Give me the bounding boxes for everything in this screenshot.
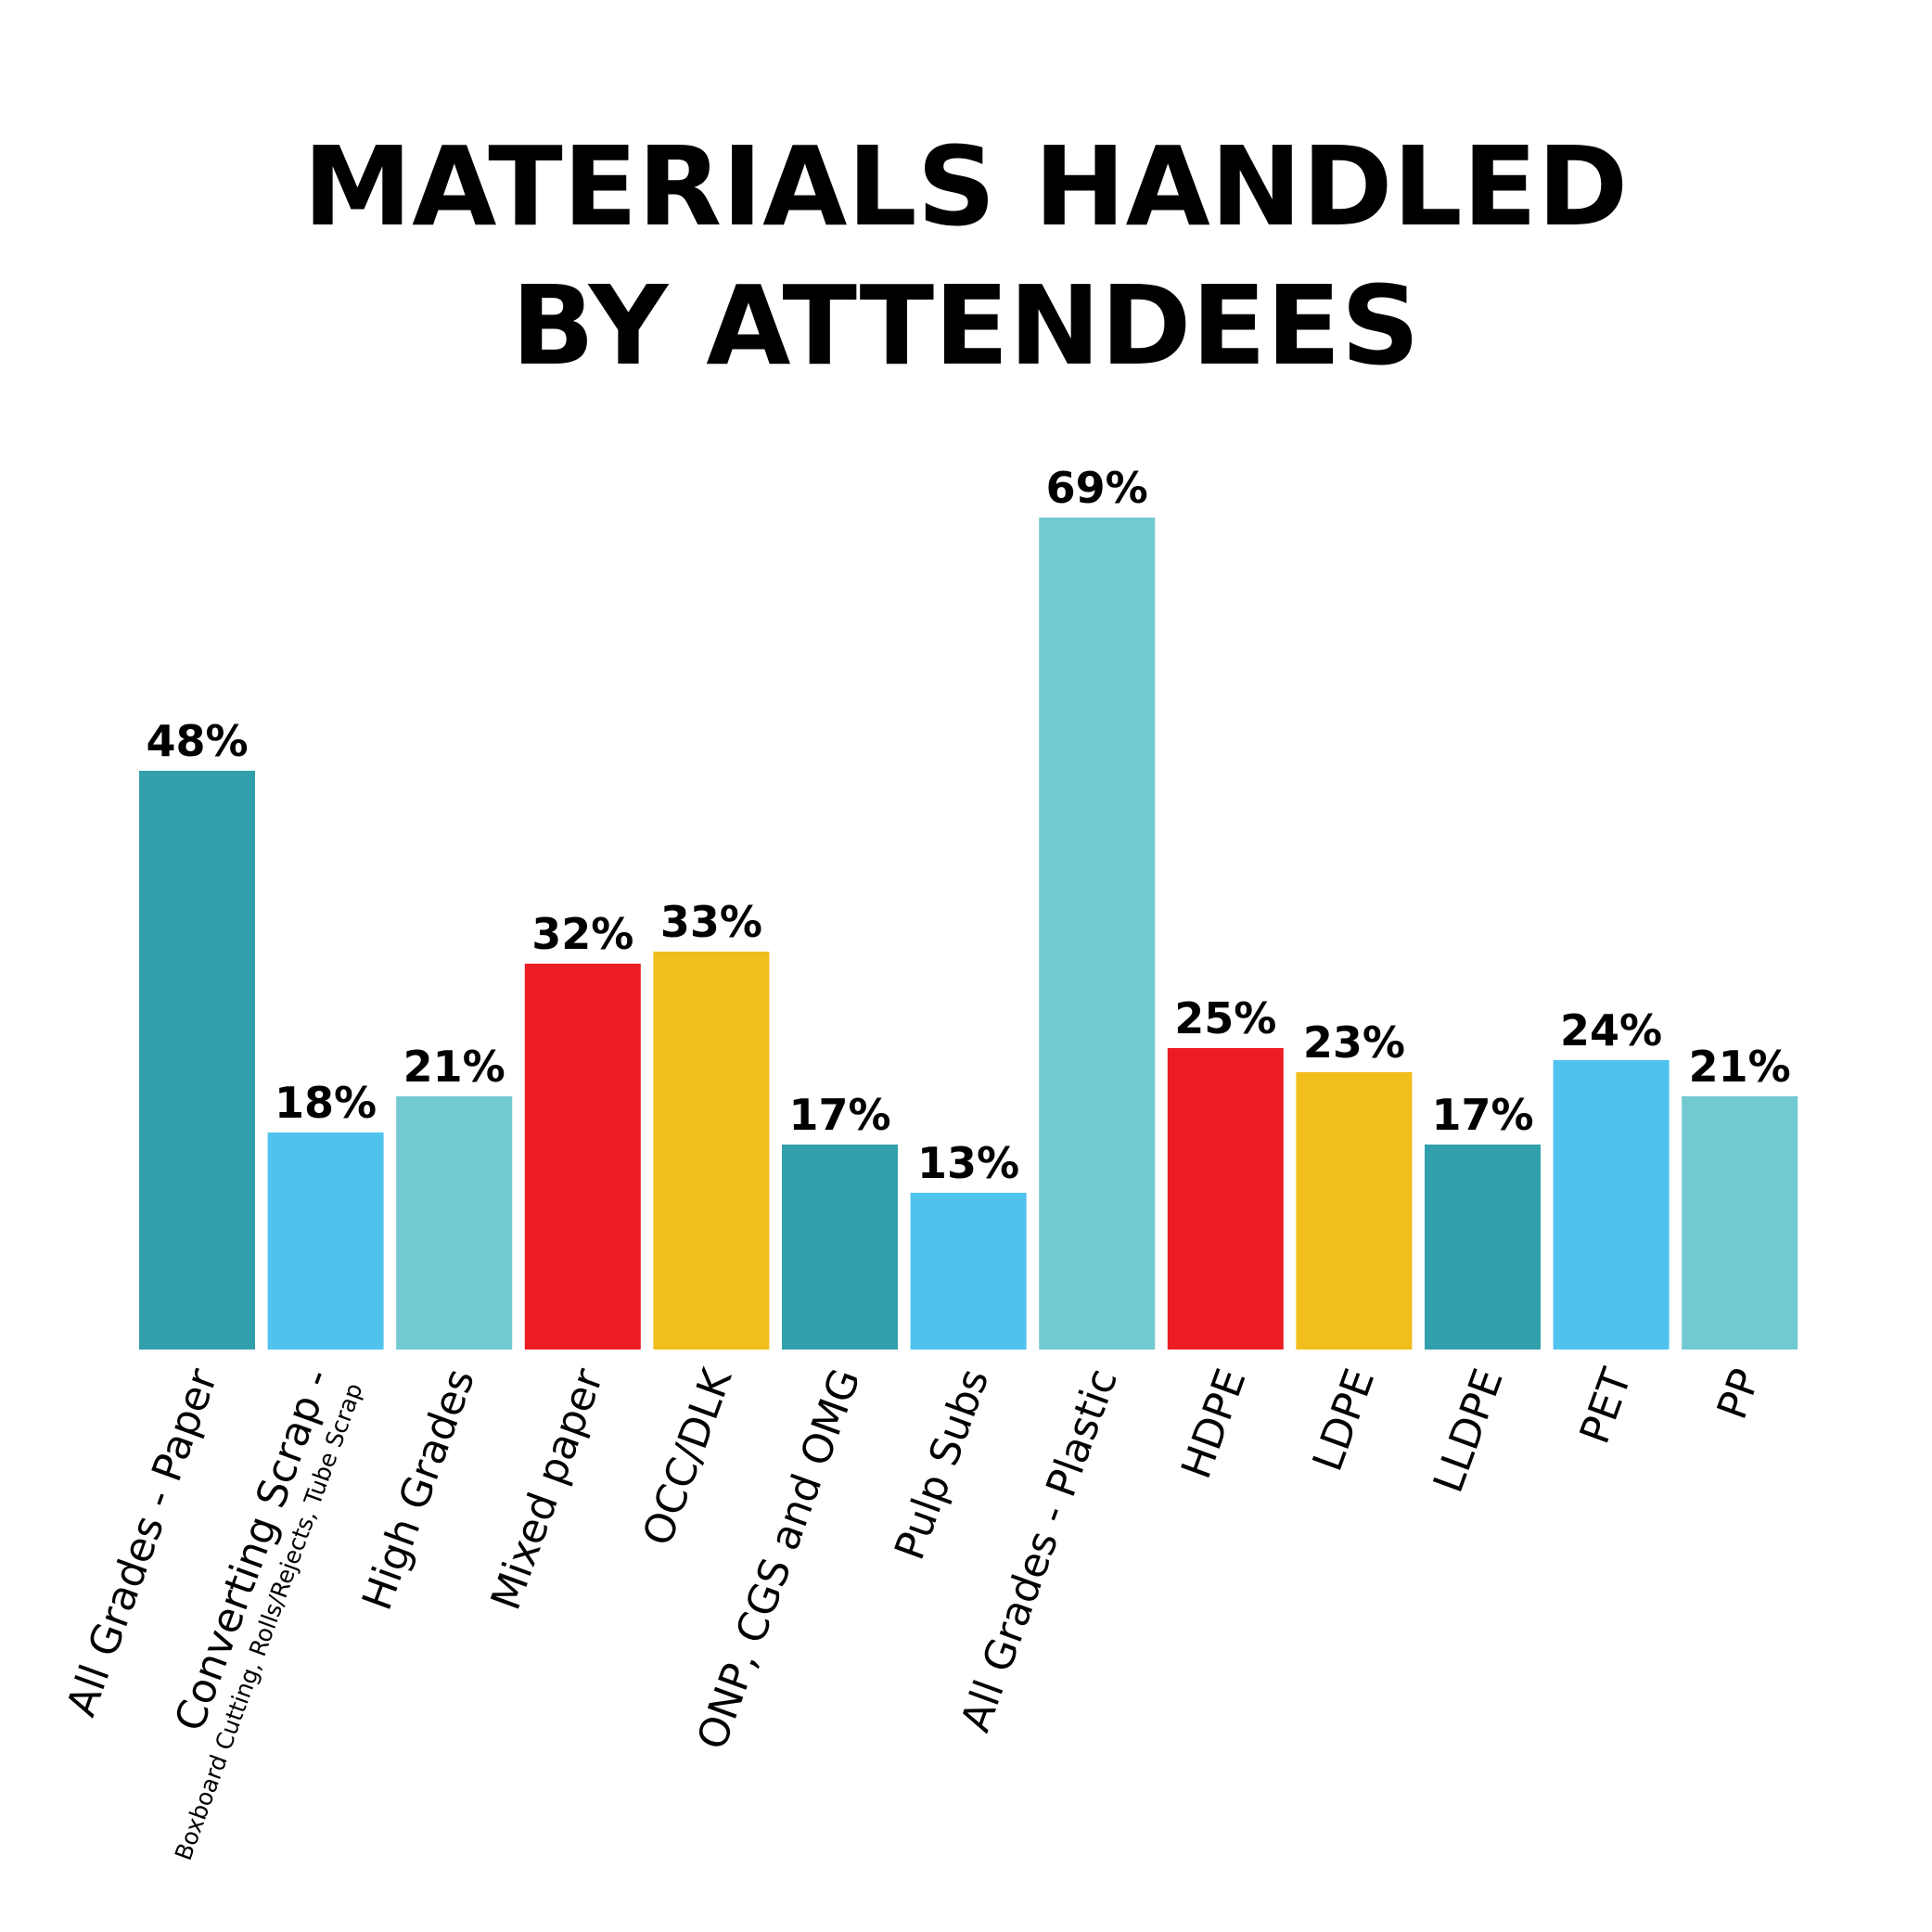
- value-label-all-grades-plastic: 69%: [1046, 463, 1148, 513]
- value-label-ldpe: 23%: [1303, 1017, 1405, 1068]
- value-labels: 48% 18% 21% 32% 33% 17% 13% 69% 25% 23% 17% 24% 21%: [146, 463, 1790, 1188]
- value-label-occ-dlk: 33%: [660, 897, 762, 947]
- value-label-pet: 24%: [1560, 1005, 1662, 1056]
- category-label-pet: PET: [1571, 1363, 1642, 1450]
- bar-ldpe: [1296, 1072, 1413, 1350]
- bar-lldpe: [1425, 1145, 1541, 1350]
- bar-high-grades: [396, 1096, 513, 1350]
- bar-all-grades-plastic: [1039, 518, 1156, 1350]
- bar-hdpe: [1167, 1048, 1284, 1350]
- value-label-converting-scrap: 18%: [275, 1078, 377, 1128]
- bar-pulp-subs: [910, 1193, 1027, 1350]
- bar-pet: [1553, 1060, 1670, 1350]
- category-label-ldpe: LDPE: [1304, 1363, 1384, 1477]
- value-label-lldpe: 17%: [1431, 1090, 1533, 1140]
- category-label-pulp-subs: Pulp Subs: [886, 1363, 998, 1566]
- category-label-high-grades: High Grades: [353, 1363, 484, 1616]
- bar-converting-scrap: [267, 1132, 384, 1350]
- value-label-mixed-paper: 32%: [531, 909, 633, 959]
- category-label-occ-dlk: OCC/DLK: [634, 1362, 742, 1552]
- value-label-high-grades: 21%: [403, 1042, 505, 1092]
- bar-pp: [1682, 1096, 1798, 1350]
- category-label-lldpe: LLDPE: [1425, 1363, 1513, 1498]
- bar-onp-cgs-and-omg: [782, 1145, 898, 1350]
- bars: [139, 518, 1798, 1350]
- bar-occ-dlk: [653, 952, 770, 1350]
- value-label-all-grades-paper: 48%: [146, 716, 248, 766]
- value-label-pulp-subs: 13%: [917, 1138, 1019, 1188]
- bar-mixed-paper: [524, 964, 641, 1350]
- chart-title: MATERIALS HANDLED BY ATTENDEES: [303, 122, 1629, 390]
- chart-title-line-2: BY ATTENDEES: [511, 262, 1419, 390]
- value-label-onp-cgs-and-omg: 17%: [788, 1090, 890, 1140]
- category-label-pp: PP: [1708, 1363, 1770, 1425]
- category-label-hdpe: HDPE: [1172, 1363, 1255, 1484]
- chart-title-line-1: MATERIALS HANDLED: [303, 122, 1629, 250]
- value-label-hdpe: 25%: [1174, 993, 1276, 1043]
- category-label-mixed-paper: Mixed paper: [482, 1362, 613, 1616]
- bar-all-grades-paper: [139, 771, 255, 1350]
- value-label-pp: 21%: [1689, 1042, 1791, 1092]
